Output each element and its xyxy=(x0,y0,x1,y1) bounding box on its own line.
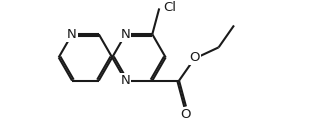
Text: O: O xyxy=(181,108,191,121)
Text: O: O xyxy=(190,51,200,64)
Text: N: N xyxy=(67,28,77,41)
Text: N: N xyxy=(121,28,130,41)
Text: N: N xyxy=(121,74,130,87)
Text: Cl: Cl xyxy=(163,1,176,14)
